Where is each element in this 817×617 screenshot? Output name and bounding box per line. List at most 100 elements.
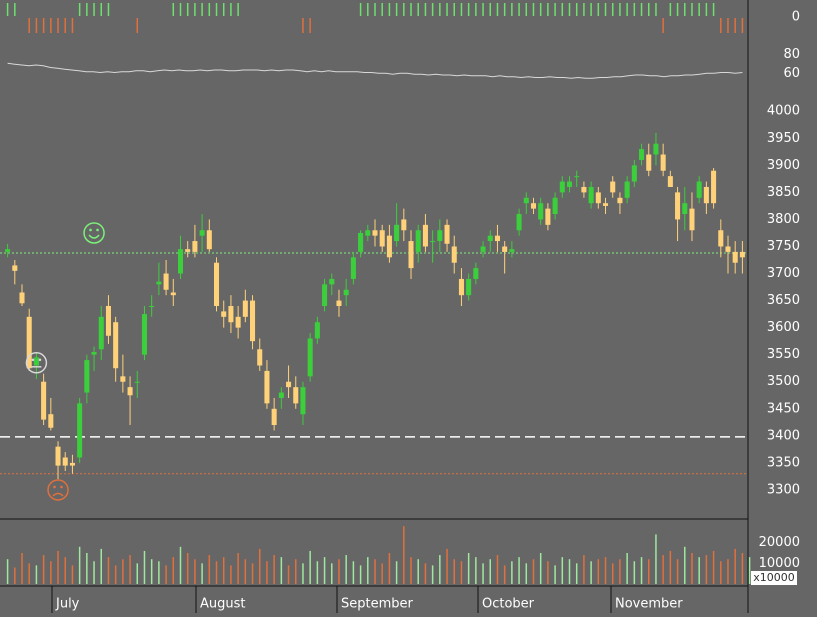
price-tick-label: 3900 bbox=[767, 158, 800, 173]
price-tick-label: 3650 bbox=[767, 293, 800, 308]
candle-body bbox=[386, 235, 392, 258]
candle-body bbox=[62, 457, 68, 466]
candle-body bbox=[149, 306, 155, 307]
candle-body bbox=[437, 230, 443, 242]
candle-body bbox=[552, 197, 558, 215]
candle-body bbox=[509, 249, 515, 252]
candle-body bbox=[257, 349, 263, 366]
candle-body bbox=[242, 300, 248, 317]
candle-body bbox=[494, 235, 500, 242]
candle-body bbox=[566, 181, 573, 187]
candle-body bbox=[530, 203, 537, 209]
candle-body bbox=[48, 414, 54, 428]
candle-body bbox=[422, 224, 428, 247]
oscillator-line bbox=[7, 62, 743, 79]
candle-body bbox=[667, 176, 673, 187]
candle-body bbox=[516, 214, 522, 231]
price-tick-label: 3800 bbox=[767, 212, 800, 227]
oscillator-tick-label: 60 bbox=[783, 66, 800, 81]
candle-body bbox=[55, 446, 61, 466]
candle-body bbox=[250, 300, 256, 342]
candle-body bbox=[206, 230, 212, 250]
candle-body bbox=[653, 143, 659, 155]
candle-body bbox=[98, 316, 104, 350]
candle-body bbox=[264, 370, 270, 404]
price-tick-label: 3500 bbox=[767, 374, 800, 389]
candle-body bbox=[329, 278, 335, 285]
price-tick-label: 3700 bbox=[767, 266, 800, 281]
candle-body bbox=[646, 154, 652, 171]
candle-body bbox=[120, 376, 126, 382]
candle-body bbox=[77, 403, 83, 458]
candle-body bbox=[610, 181, 616, 193]
candle-body bbox=[739, 251, 745, 258]
candle-body bbox=[401, 219, 407, 231]
candle-body bbox=[336, 300, 342, 306]
candle-body bbox=[545, 208, 551, 225]
month-label: November bbox=[615, 597, 683, 612]
candle-body bbox=[343, 289, 349, 296]
price-tick-label: 3400 bbox=[767, 428, 800, 443]
price-tick-label: 4000 bbox=[767, 104, 800, 119]
candle-body bbox=[41, 381, 47, 420]
candle-body bbox=[156, 281, 162, 285]
candle-body bbox=[487, 235, 493, 242]
candle-body bbox=[105, 306, 111, 336]
price-tick-label: 3600 bbox=[767, 320, 800, 335]
candle-body bbox=[617, 197, 623, 204]
candle-body bbox=[127, 387, 133, 396]
price-tick-label: 3750 bbox=[767, 239, 800, 254]
axes: 0 80 60 4000 3950 3900 3850 3800 3750 3700 3650 360… bbox=[0, 0, 800, 613]
candle-body bbox=[12, 265, 18, 271]
candle-body bbox=[660, 154, 666, 171]
candle-body bbox=[365, 230, 371, 236]
candle-body bbox=[675, 192, 681, 220]
candle-body bbox=[33, 357, 39, 366]
candle-body bbox=[185, 249, 191, 252]
candle-body bbox=[322, 284, 328, 306]
candle-body bbox=[221, 311, 227, 317]
month-label: September bbox=[341, 597, 414, 612]
svg-text:x10000: x10000 bbox=[753, 571, 795, 584]
candle-body bbox=[278, 392, 284, 398]
price-tick-label: 3550 bbox=[767, 347, 800, 362]
candle-body bbox=[192, 241, 198, 252]
candle-body bbox=[473, 268, 479, 279]
candle-body bbox=[293, 387, 299, 404]
happy-face-icon bbox=[83, 222, 105, 244]
candle-body bbox=[134, 381, 140, 383]
candle-body bbox=[682, 203, 688, 215]
month-label: August bbox=[200, 597, 246, 612]
candle-body bbox=[307, 338, 313, 377]
candle-body bbox=[458, 278, 464, 296]
candle-body bbox=[113, 322, 119, 369]
candle-body bbox=[444, 224, 450, 244]
candle-body bbox=[394, 224, 400, 242]
candle-body bbox=[372, 230, 378, 236]
candle-body bbox=[451, 246, 457, 263]
candle-body bbox=[725, 246, 731, 252]
candle-body bbox=[502, 246, 508, 252]
candle-body bbox=[538, 203, 544, 220]
candle-body bbox=[408, 241, 414, 269]
price-tick-label: 3850 bbox=[767, 185, 800, 200]
candle-body bbox=[141, 314, 147, 355]
month-axis: July August September October November bbox=[51, 586, 683, 613]
neutral-face-icon bbox=[25, 352, 48, 374]
price-tick-label: 3950 bbox=[767, 131, 800, 146]
candle-body bbox=[170, 292, 176, 296]
volume-tick-label: 20000 bbox=[759, 535, 800, 550]
candle-body bbox=[430, 241, 436, 243]
price-tick-label: 3450 bbox=[767, 401, 800, 416]
candle-body bbox=[523, 197, 529, 204]
price-panel bbox=[0, 132, 748, 501]
candle-body bbox=[84, 360, 90, 393]
candle-body bbox=[703, 186, 709, 204]
volume-tick-label: 10000 bbox=[759, 556, 800, 571]
candle-body bbox=[199, 230, 205, 236]
candle-body bbox=[235, 316, 241, 328]
sad-face-icon bbox=[47, 479, 69, 501]
candle-body bbox=[574, 176, 580, 178]
